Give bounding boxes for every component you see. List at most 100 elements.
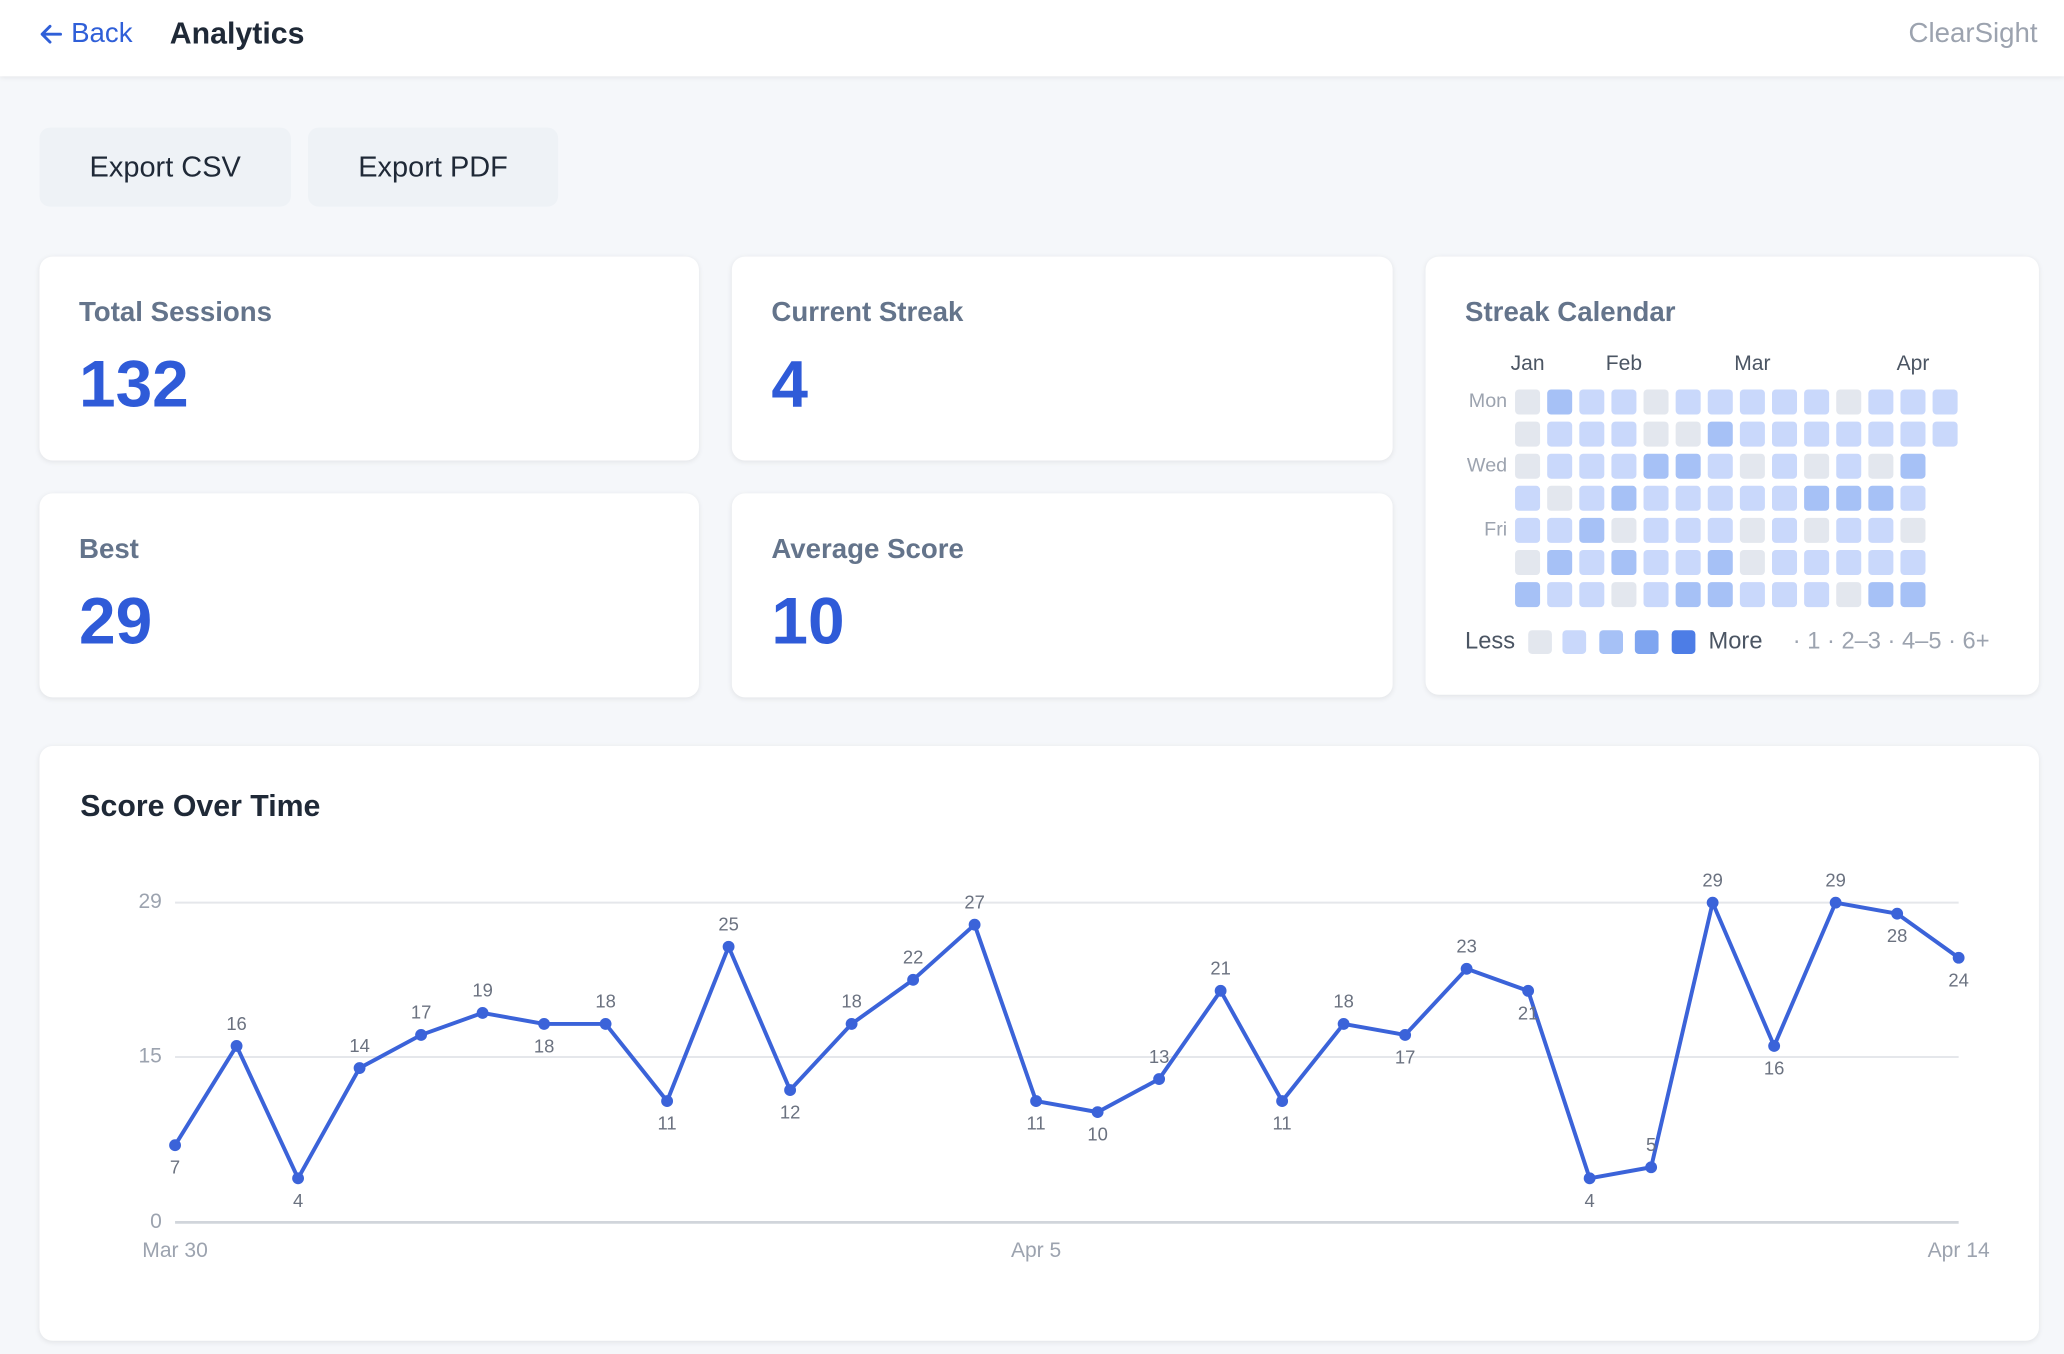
chart-card: Score Over Time 0 15 29 Mar 30 Apr 5 Apr 14 7 1… bbox=[39, 746, 2039, 1341]
calendar-cell bbox=[1900, 421, 1926, 447]
legend-swatch bbox=[1528, 630, 1552, 654]
back-text: Back bbox=[71, 18, 133, 49]
brand: ClearSight bbox=[1908, 18, 2038, 49]
page-title: Analytics bbox=[169, 15, 305, 51]
data-label: 18 bbox=[534, 1035, 554, 1056]
export-pdf-button[interactable]: Export PDF bbox=[308, 127, 559, 207]
calendar: Jan Feb Mar Apr Mon Wed Fri Less More · 1 · 2–3 ·… bbox=[1465, 352, 1990, 654]
calendar-cell bbox=[1643, 389, 1669, 415]
x-tick-label: Apr 14 bbox=[1928, 1239, 1990, 1262]
stat-label: Current Streak bbox=[771, 297, 964, 328]
calendar-cell bbox=[1515, 582, 1541, 608]
calendar-cell bbox=[1611, 582, 1637, 608]
calendar-cell bbox=[1611, 389, 1637, 415]
legend-less: Less bbox=[1465, 628, 1515, 654]
data-label: 25 bbox=[718, 914, 738, 935]
data-label: 7 bbox=[170, 1157, 180, 1178]
x-tick-label: Mar 30 bbox=[142, 1239, 208, 1262]
calendar-cell bbox=[1868, 485, 1894, 511]
calendar-cell bbox=[1804, 582, 1830, 608]
point bbox=[968, 918, 981, 931]
calendar-cell bbox=[1804, 421, 1830, 447]
export-csv-button[interactable]: Export CSV bbox=[39, 127, 291, 207]
calendar-cell bbox=[1611, 550, 1637, 576]
calendar-cell bbox=[1932, 389, 1958, 415]
calendar-cell bbox=[1643, 421, 1669, 447]
calendar-cell bbox=[1579, 485, 1605, 511]
calendar-cell bbox=[1515, 550, 1541, 576]
point bbox=[1645, 1161, 1658, 1174]
calendar-cell bbox=[1836, 485, 1862, 511]
data-label: 21 bbox=[1210, 958, 1230, 979]
calendar-cell bbox=[1772, 421, 1798, 447]
point bbox=[1706, 896, 1719, 909]
calendar-cell bbox=[1932, 421, 1958, 447]
data-label: 5 bbox=[1646, 1134, 1656, 1155]
calendar-cell bbox=[1675, 550, 1701, 576]
stat-value: 132 bbox=[78, 347, 189, 422]
calendar-cell bbox=[1707, 421, 1733, 447]
point bbox=[1153, 1073, 1166, 1085]
y-tick-label: 15 bbox=[138, 1045, 161, 1068]
calendar-cell bbox=[1804, 389, 1830, 415]
calendar-cell bbox=[1739, 421, 1765, 447]
calendar-cell bbox=[1868, 389, 1894, 415]
point bbox=[1399, 1029, 1412, 1041]
calendar-cell bbox=[1804, 517, 1830, 543]
calendar-cell bbox=[1643, 582, 1669, 608]
calendar-cell bbox=[1579, 517, 1605, 543]
point bbox=[1460, 962, 1473, 975]
data-label: 4 bbox=[1585, 1190, 1595, 1211]
calendar-cell bbox=[1675, 421, 1701, 447]
point bbox=[1091, 1106, 1104, 1119]
calendar-cell bbox=[1579, 421, 1605, 447]
calendar-cell bbox=[1900, 485, 1926, 511]
stat-value: 29 bbox=[78, 584, 153, 658]
point bbox=[1583, 1172, 1596, 1185]
data-label: 27 bbox=[964, 891, 984, 912]
calendar-cell bbox=[1611, 517, 1637, 543]
calendar-cell bbox=[1643, 453, 1669, 479]
day-label: Wed bbox=[1467, 454, 1507, 476]
point bbox=[1522, 984, 1535, 997]
calendar-cell bbox=[1739, 389, 1765, 415]
data-label: 12 bbox=[780, 1102, 800, 1123]
point bbox=[845, 1017, 858, 1030]
calendar-cell bbox=[1515, 421, 1541, 447]
data-label: 23 bbox=[1456, 936, 1476, 957]
calendar-card: Streak Calendar Jan Feb Mar Apr Mon Wed Fri Les… bbox=[1425, 256, 2039, 695]
calendar-cell bbox=[1675, 453, 1701, 479]
calendar-cell bbox=[1515, 485, 1541, 511]
calendar-cell bbox=[1772, 453, 1798, 479]
calendar-cell bbox=[1707, 517, 1733, 543]
calendar-cell bbox=[1547, 389, 1573, 415]
data-label: 17 bbox=[1395, 1046, 1415, 1067]
point bbox=[1891, 907, 1904, 920]
calendar-cell bbox=[1707, 582, 1733, 608]
stat-card: Total Sessions 132 bbox=[39, 256, 699, 461]
calendar-cell bbox=[1643, 550, 1669, 576]
point bbox=[661, 1095, 674, 1108]
data-label: 24 bbox=[1948, 969, 1968, 990]
calendar-cell bbox=[1579, 453, 1605, 479]
calendar-cell bbox=[1707, 550, 1733, 576]
calendar-cell bbox=[1611, 485, 1637, 511]
day-label: Mon bbox=[1469, 390, 1507, 412]
stat-label: Best bbox=[78, 534, 139, 565]
calendar-cell bbox=[1804, 485, 1830, 511]
line bbox=[173, 900, 1960, 1181]
point bbox=[599, 1017, 612, 1030]
stat-value: 4 bbox=[771, 347, 808, 422]
calendar-cell bbox=[1579, 582, 1605, 608]
stat-card: Average Score 10 bbox=[731, 493, 1393, 698]
stat-card: Current Streak 4 bbox=[731, 256, 1393, 461]
point bbox=[415, 1029, 428, 1041]
legend-swatch bbox=[1634, 630, 1659, 654]
calendar-cell bbox=[1868, 582, 1894, 608]
calendar-cell bbox=[1707, 389, 1733, 415]
point bbox=[1276, 1095, 1289, 1108]
calendar-cell bbox=[1900, 453, 1926, 479]
calendar-cell bbox=[1547, 485, 1573, 511]
back-link[interactable]: Back bbox=[39, 18, 133, 50]
calendar-cell bbox=[1772, 485, 1798, 511]
